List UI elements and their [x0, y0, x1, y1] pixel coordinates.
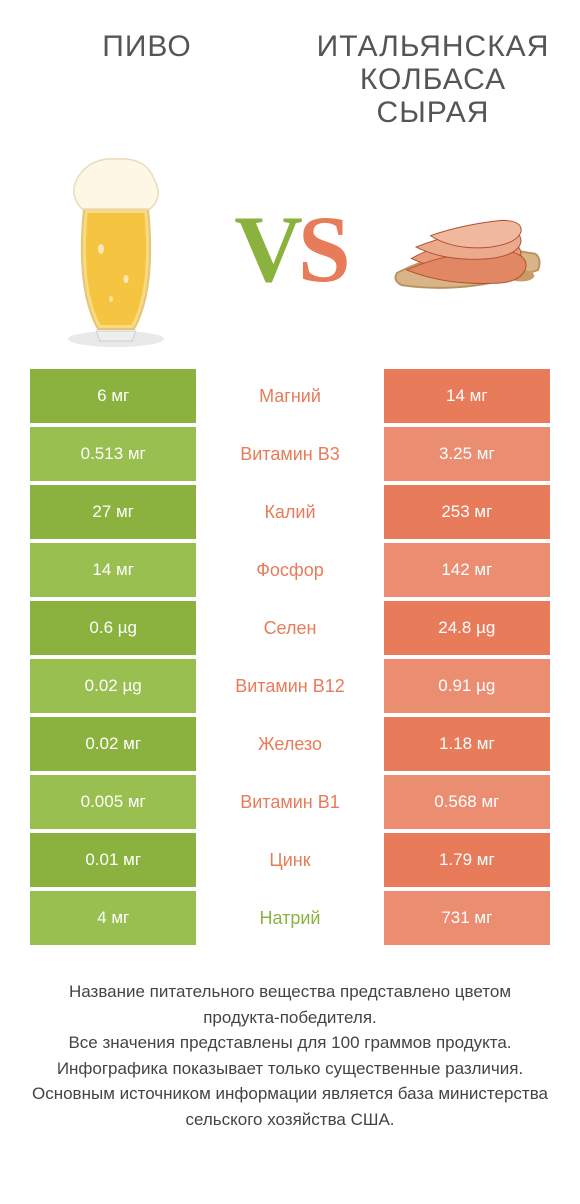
- value-left: 0.513 мг: [30, 427, 196, 481]
- value-right: 3.25 мг: [384, 427, 550, 481]
- value-right: 731 мг: [384, 891, 550, 945]
- comparison-table: 6 мгМагний14 мг0.513 мгВитамин B33.25 мг…: [0, 369, 580, 949]
- table-row: 0.6 µgСелен24.8 µg: [30, 601, 550, 655]
- nutrient-name: Магний: [196, 369, 383, 423]
- footer-line-3: Инфографика показывает только существенн…: [30, 1056, 550, 1082]
- value-right: 0.91 µg: [384, 659, 550, 713]
- nutrient-name: Железо: [196, 717, 383, 771]
- value-right: 142 мг: [384, 543, 550, 597]
- titles-row: ПИВО ИТАЛЬЯНСКАЯ КОЛБАСА СЫРАЯ: [0, 0, 580, 139]
- product-left-image: [30, 149, 202, 349]
- table-row: 0.02 мгЖелезо1.18 мг: [30, 717, 550, 771]
- value-left: 0.01 мг: [30, 833, 196, 887]
- infographic-root: ПИВО ИТАЛЬЯНСКАЯ КОЛБАСА СЫРАЯ VS: [0, 0, 580, 1204]
- nutrient-name: Фосфор: [196, 543, 383, 597]
- value-left: 14 мг: [30, 543, 196, 597]
- sausage-icon: [378, 179, 550, 319]
- value-right: 253 мг: [384, 485, 550, 539]
- value-right: 1.18 мг: [384, 717, 550, 771]
- nutrient-name: Калий: [196, 485, 383, 539]
- value-left: 0.02 µg: [30, 659, 196, 713]
- value-left: 6 мг: [30, 369, 196, 423]
- nutrient-name: Натрий: [196, 891, 383, 945]
- nutrient-name: Селен: [196, 601, 383, 655]
- table-row: 0.513 мгВитамин B33.25 мг: [30, 427, 550, 481]
- table-row: 4 мгНатрий731 мг: [30, 891, 550, 945]
- nutrient-name: Витамин B12: [196, 659, 383, 713]
- title-left: ПИВО: [30, 30, 264, 129]
- vs-row: VS: [0, 139, 580, 369]
- table-row: 27 мгКалий253 мг: [30, 485, 550, 539]
- footer-notes: Название питательного вещества представл…: [0, 949, 580, 1132]
- title-right: ИТАЛЬЯНСКАЯ КОЛБАСА СЫРАЯ: [316, 30, 550, 129]
- value-left: 4 мг: [30, 891, 196, 945]
- table-row: 14 мгФосфор142 мг: [30, 543, 550, 597]
- vs-label: VS: [204, 149, 376, 349]
- value-left: 0.6 µg: [30, 601, 196, 655]
- product-right-image: [378, 149, 550, 349]
- table-row: 6 мгМагний14 мг: [30, 369, 550, 423]
- footer-line-2: Все значения представлены для 100 граммо…: [30, 1030, 550, 1056]
- footer-line-4: Основным источником информации является …: [30, 1081, 550, 1132]
- vs-v: V: [234, 196, 298, 302]
- nutrient-name: Витамин B1: [196, 775, 383, 829]
- table-row: 0.02 µgВитамин B120.91 µg: [30, 659, 550, 713]
- value-right: 0.568 мг: [384, 775, 550, 829]
- value-left: 0.02 мг: [30, 717, 196, 771]
- footer-line-1: Название питательного вещества представл…: [30, 979, 550, 1030]
- value-right: 1.79 мг: [384, 833, 550, 887]
- value-right: 14 мг: [384, 369, 550, 423]
- table-row: 0.005 мгВитамин B10.568 мг: [30, 775, 550, 829]
- value-left: 27 мг: [30, 485, 196, 539]
- value-right: 24.8 µg: [384, 601, 550, 655]
- value-left: 0.005 мг: [30, 775, 196, 829]
- vs-s: S: [298, 196, 346, 302]
- nutrient-name: Цинк: [196, 833, 383, 887]
- beer-icon: [46, 149, 186, 349]
- table-row: 0.01 мгЦинк1.79 мг: [30, 833, 550, 887]
- nutrient-name: Витамин B3: [196, 427, 383, 481]
